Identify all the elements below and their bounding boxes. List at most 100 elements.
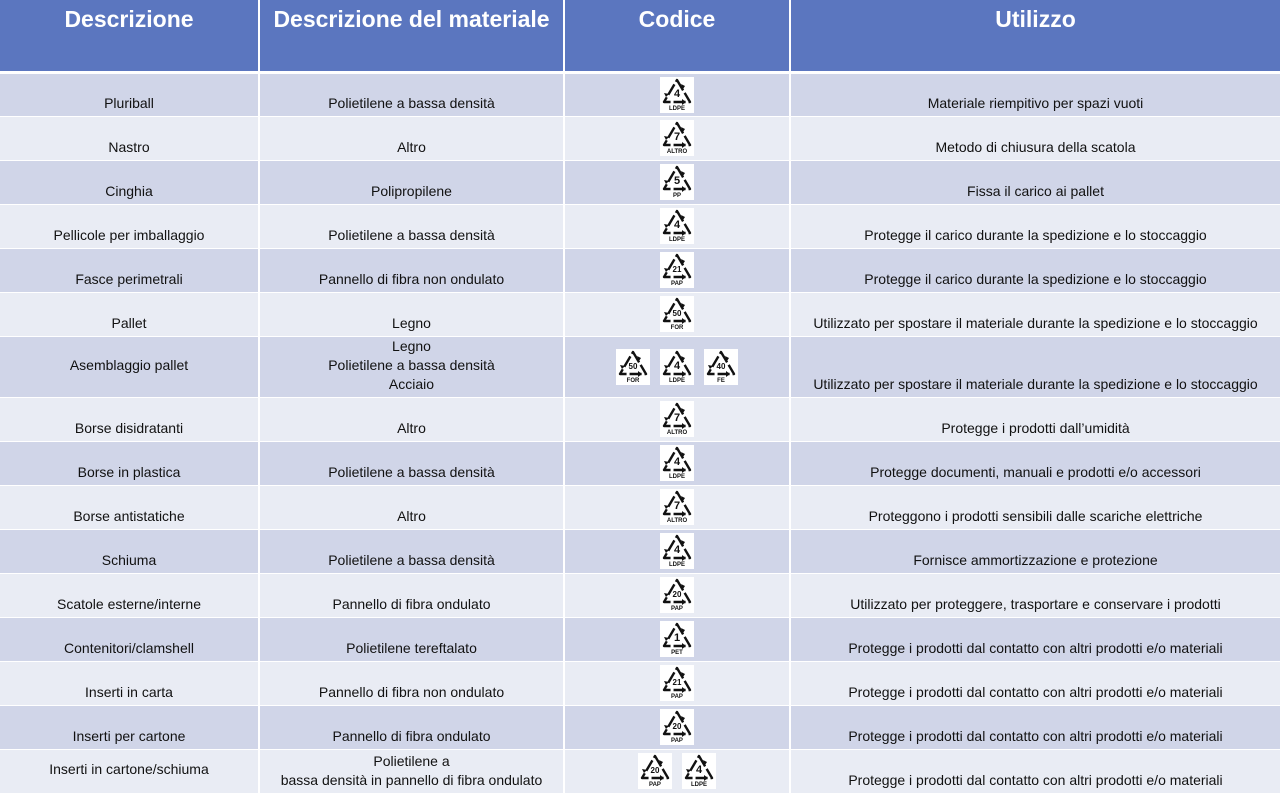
table-row: Fasce perimetrali Pannello di fibra non o…	[0, 248, 1280, 293]
cell-descrizione: Schiuma	[0, 529, 260, 574]
materiale-line: Legno	[392, 337, 431, 354]
cell-utilizzo: Utilizzato per proteggere, trasportare e…	[790, 573, 1280, 618]
cell-utilizzo: Protegge i prodotti dal contatto con alt…	[790, 705, 1280, 750]
cell-descrizione: Cinghia	[0, 160, 260, 205]
table-row: Contenitori/clamshell Polietilene terefta…	[0, 617, 1280, 662]
cell-utilizzo: Fissa il carico ai pallet	[790, 160, 1280, 205]
table-row: Pallet Legno 50 FOR Utilizzato per spostare …	[0, 292, 1280, 337]
recycling-code-icon: 7 ALTRO	[660, 489, 694, 525]
cell-utilizzo: Utilizzato per spostare il materiale dur…	[790, 336, 1280, 398]
recycling-code-icon: 4 LDPE	[682, 753, 716, 789]
recycling-code-label: PP	[673, 193, 681, 199]
cell-materiale: Pannello di fibra non ondulato	[259, 661, 565, 706]
cell-utilizzo: Proteggono i prodotti sensibili dalle sc…	[790, 485, 1280, 530]
cell-utilizzo: Protegge il carico durante la spedizione…	[790, 248, 1280, 293]
cell-descrizione: Inserti per cartone	[0, 705, 260, 750]
recycling-code-number: 20	[673, 590, 682, 599]
cell-codice: 4 LDPE	[564, 72, 791, 117]
recycling-code-icon: 1 PET	[660, 621, 694, 657]
recycling-code-icon: 4 LDPE	[660, 533, 694, 569]
table-row: Pluriball Polietilene a bassa densità 4 LDP…	[0, 72, 1280, 117]
header-codice: Codice	[564, 0, 791, 74]
cell-materiale: Polietilene a bassa densità	[259, 441, 565, 486]
recycling-code-icon: 50 FOR	[660, 296, 694, 332]
table-row: Borse disidratanti Altro 7 ALTRO Protegge i …	[0, 397, 1280, 442]
cell-utilizzo: Utilizzato per spostare il materiale dur…	[790, 292, 1280, 337]
cell-utilizzo: Metodo di chiusura della scatola	[790, 116, 1280, 161]
recycling-code-label: LDPE	[669, 562, 685, 568]
cell-codice: 21 PAP	[564, 248, 791, 293]
cell-utilizzo: Protegge documenti, manuali e prodotti e…	[790, 441, 1280, 486]
cell-descrizione: Borse antistatiche	[0, 485, 260, 530]
table-row: Cinghia Polipropilene 5 PP Fissa il carico a…	[0, 160, 1280, 205]
cell-descrizione: Scatole esterne/interne	[0, 573, 260, 618]
cell-descrizione: Inserti in cartone/schiuma	[0, 749, 260, 794]
cell-materiale: Polietilene a bassa densità	[259, 72, 565, 117]
recycling-code-number: 4	[674, 219, 681, 231]
materiale-line: Acciaio	[388, 375, 435, 392]
table-row: Pellicole per imballaggio Polietilene a b…	[0, 204, 1280, 249]
materiale-line: Polietilene a bassa densità	[328, 226, 495, 243]
recycling-code-label: LDPE	[669, 237, 685, 243]
recycling-code-label: ALTRO	[667, 430, 688, 436]
recycling-code-label: LDPE	[691, 782, 707, 788]
materiale-line: Polietilene a bassa densità	[328, 356, 495, 373]
cell-codice: 20 PAP	[564, 573, 791, 618]
recycling-code-number: 50	[629, 362, 638, 371]
cell-descrizione: Nastro	[0, 116, 260, 161]
header-row: Descrizione Descrizione del materiale Co…	[0, 0, 1280, 74]
recycling-code-label: FOR	[671, 325, 684, 331]
recycling-code-icon: 20 PAP	[660, 577, 694, 613]
recycling-code-label: PAP	[671, 694, 683, 700]
recycling-code-label: LDPE	[669, 474, 685, 480]
cell-materiale: Pannello di fibra ondulato	[259, 705, 565, 750]
recycling-code-icon: 4 LDPE	[660, 76, 694, 113]
recycling-code-label: FOR	[627, 378, 640, 384]
materiale-line: Polietilene a bassa densità	[328, 551, 495, 568]
header-descrizione: Descrizione	[0, 0, 260, 74]
materiale-line: Altro	[397, 507, 426, 524]
recycling-code-label: ALTRO	[667, 518, 688, 524]
cell-materiale: Polietilene a bassa densità	[259, 204, 565, 249]
cell-codice: 20 PAP 4 LDPE	[564, 749, 791, 794]
table-row: Scatole esterne/interne Pannello di fibra…	[0, 573, 1280, 618]
cell-materiale: Polietilene a bassa densità in pannello d…	[259, 749, 565, 794]
recycling-code-icon: 21 PAP	[660, 665, 694, 701]
recycling-code-label: PAP	[671, 606, 683, 612]
cell-codice: 50 FOR	[564, 292, 791, 337]
recycling-code-icon: 40 FE	[704, 348, 738, 385]
recycling-code-number: 20	[651, 766, 660, 775]
cell-codice: 4 LDPE	[564, 441, 791, 486]
cell-codice: 4 LDPE	[564, 204, 791, 249]
cell-utilizzo: Protegge il carico durante la spedizione…	[790, 204, 1280, 249]
cell-descrizione: Asemblaggio pallet	[0, 336, 260, 398]
materiale-line: Altro	[397, 138, 426, 155]
cell-materiale: Polietilene a bassa densità	[259, 529, 565, 574]
cell-codice: 7 ALTRO	[564, 485, 791, 530]
header-descrizione-materiale: Descrizione del materiale	[259, 0, 565, 74]
recycling-code-icon: 5 PP	[660, 164, 694, 200]
cell-utilizzo: Protegge i prodotti dal contatto con alt…	[790, 749, 1280, 794]
materiale-line: Pannello di fibra ondulato	[332, 595, 491, 612]
recycling-code-icon: 4 LDPE	[660, 445, 694, 481]
recycling-code-icon: 21 PAP	[660, 252, 694, 288]
cell-utilizzo: Materiale riempitivo per spazi vuoti	[790, 72, 1280, 117]
cell-utilizzo: Protegge i prodotti dal contatto con alt…	[790, 661, 1280, 706]
recycling-code-icon: 50 FOR	[616, 348, 650, 385]
cell-codice: 5 PP	[564, 160, 791, 205]
recycling-code-number: 21	[673, 678, 682, 687]
cell-materiale: Altro	[259, 485, 565, 530]
cell-descrizione: Pluriball	[0, 72, 260, 117]
recycling-code-number: 20	[673, 722, 682, 731]
cell-codice: 21 PAP	[564, 661, 791, 706]
cell-codice: 7 ALTRO	[564, 397, 791, 442]
recycling-code-icon: 7 ALTRO	[660, 120, 694, 156]
cell-descrizione: Fasce perimetrali	[0, 248, 260, 293]
table-row: Inserti per cartone Pannello di fibra ond…	[0, 705, 1280, 750]
materiale-line: Polietilene a bassa densità	[328, 94, 495, 111]
materiale-line: Polietilene tereftalato	[346, 639, 477, 656]
recycling-code-number: 1	[674, 632, 680, 644]
recycling-code-label: PAP	[671, 281, 683, 287]
recycling-code-number: 4	[674, 360, 681, 372]
